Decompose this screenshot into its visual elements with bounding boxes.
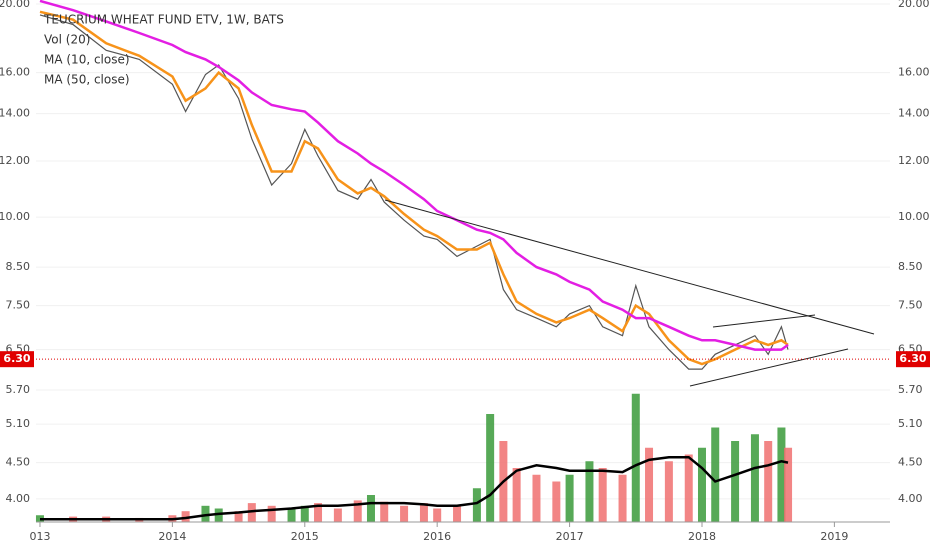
volume-bar bbox=[784, 447, 793, 522]
legend-entry: MA (10, close) bbox=[44, 53, 130, 67]
trendlines bbox=[384, 199, 875, 387]
legend-title: TEUCRIUM WHEAT FUND ETV, 1W, BATS bbox=[43, 13, 284, 27]
series-line bbox=[39, 14, 789, 370]
last-price-label: 6.30 bbox=[899, 352, 926, 365]
y-tick-label: 5.70 bbox=[6, 383, 31, 396]
y-tick-label: 20.00 bbox=[0, 0, 30, 10]
y-tick-label: 16.00 bbox=[898, 66, 930, 79]
volume-bar bbox=[181, 511, 190, 522]
x-tick-label: 2019 bbox=[820, 530, 848, 543]
y-tick-label: 12.00 bbox=[0, 154, 30, 167]
volume-bar bbox=[645, 447, 654, 522]
y-tick-label: 4.00 bbox=[6, 492, 31, 505]
volume-bar bbox=[532, 474, 541, 522]
y-tick-label: 12.00 bbox=[898, 154, 930, 167]
y-tick-label: 8.50 bbox=[898, 260, 923, 273]
volume-bar bbox=[214, 508, 223, 522]
volume-bar bbox=[267, 505, 276, 522]
volume-bar bbox=[380, 501, 389, 522]
last-price-box bbox=[0, 351, 34, 368]
volume-bar bbox=[598, 468, 607, 522]
y-tick-label: 4.00 bbox=[898, 492, 923, 505]
volume-bar bbox=[711, 427, 720, 522]
volume-bar bbox=[565, 474, 574, 522]
volume-bar bbox=[664, 461, 673, 522]
y-tick-label: 10.00 bbox=[0, 210, 30, 223]
y-tick-label: 4.50 bbox=[6, 456, 31, 469]
y-tick-label: 14.00 bbox=[898, 107, 930, 120]
x-tick-label: 013 bbox=[29, 530, 50, 543]
volume-bar bbox=[333, 508, 342, 522]
volume-bar bbox=[731, 441, 740, 522]
y-tick-label: 7.50 bbox=[6, 299, 31, 312]
volume-bar bbox=[234, 511, 243, 522]
volume-bar bbox=[631, 393, 640, 522]
series-line bbox=[39, 10, 789, 366]
volume-bar bbox=[512, 468, 521, 522]
x-tick-label: 2016 bbox=[423, 530, 451, 543]
volume-bar bbox=[201, 505, 210, 522]
trendline bbox=[712, 314, 816, 328]
volume-bar bbox=[585, 461, 594, 522]
volume-bar bbox=[400, 505, 409, 522]
x-tick-label: 2015 bbox=[291, 530, 319, 543]
volume-bar bbox=[300, 505, 309, 522]
volume-bar bbox=[764, 441, 773, 522]
volume-bar bbox=[472, 488, 481, 522]
y-tick-label: 5.70 bbox=[898, 383, 923, 396]
volume-bar bbox=[618, 474, 627, 522]
legend-entry: Vol (20) bbox=[44, 33, 90, 47]
x-tick-label: 2018 bbox=[688, 530, 716, 543]
volume-bar bbox=[684, 454, 693, 522]
volume-bar bbox=[697, 447, 706, 522]
y-tick-label: 8.50 bbox=[6, 260, 31, 273]
volume-bar bbox=[433, 508, 442, 522]
y-tick-label: 5.10 bbox=[898, 417, 923, 430]
volume-bar bbox=[453, 505, 462, 522]
volume-bar bbox=[750, 434, 759, 522]
volume-bar bbox=[366, 495, 375, 522]
trendline bbox=[384, 199, 875, 335]
y-tick-label: 5.10 bbox=[6, 417, 31, 430]
y-tick-label: 14.00 bbox=[0, 107, 30, 120]
legend: TEUCRIUM WHEAT FUND ETV, 1W, BATS Vol (2… bbox=[43, 13, 284, 87]
volume-bar bbox=[314, 503, 323, 522]
x-tick-label: 2017 bbox=[556, 530, 584, 543]
last-price-label: 6.30 bbox=[3, 352, 30, 365]
volume-bar bbox=[552, 481, 561, 522]
trendline bbox=[689, 348, 849, 387]
y-tick-label: 4.50 bbox=[898, 456, 923, 469]
y-tick-label: 7.50 bbox=[898, 299, 923, 312]
legend-entry: MA (50, close) bbox=[44, 73, 130, 87]
volume-bar bbox=[353, 500, 362, 522]
volume-bar bbox=[287, 508, 296, 522]
volume-bar bbox=[35, 515, 44, 522]
volume-bar bbox=[247, 503, 256, 522]
y-tick-label: 10.00 bbox=[898, 210, 930, 223]
last-price-box bbox=[896, 351, 930, 368]
volume-bar bbox=[419, 503, 428, 522]
volume-bar bbox=[777, 427, 786, 522]
series-line bbox=[40, 455, 789, 521]
volume-bar bbox=[486, 414, 495, 522]
x-tick-label: 2014 bbox=[158, 530, 186, 543]
y-tick-label: 16.00 bbox=[0, 66, 30, 79]
y-tick-label: 20.00 bbox=[898, 0, 930, 10]
